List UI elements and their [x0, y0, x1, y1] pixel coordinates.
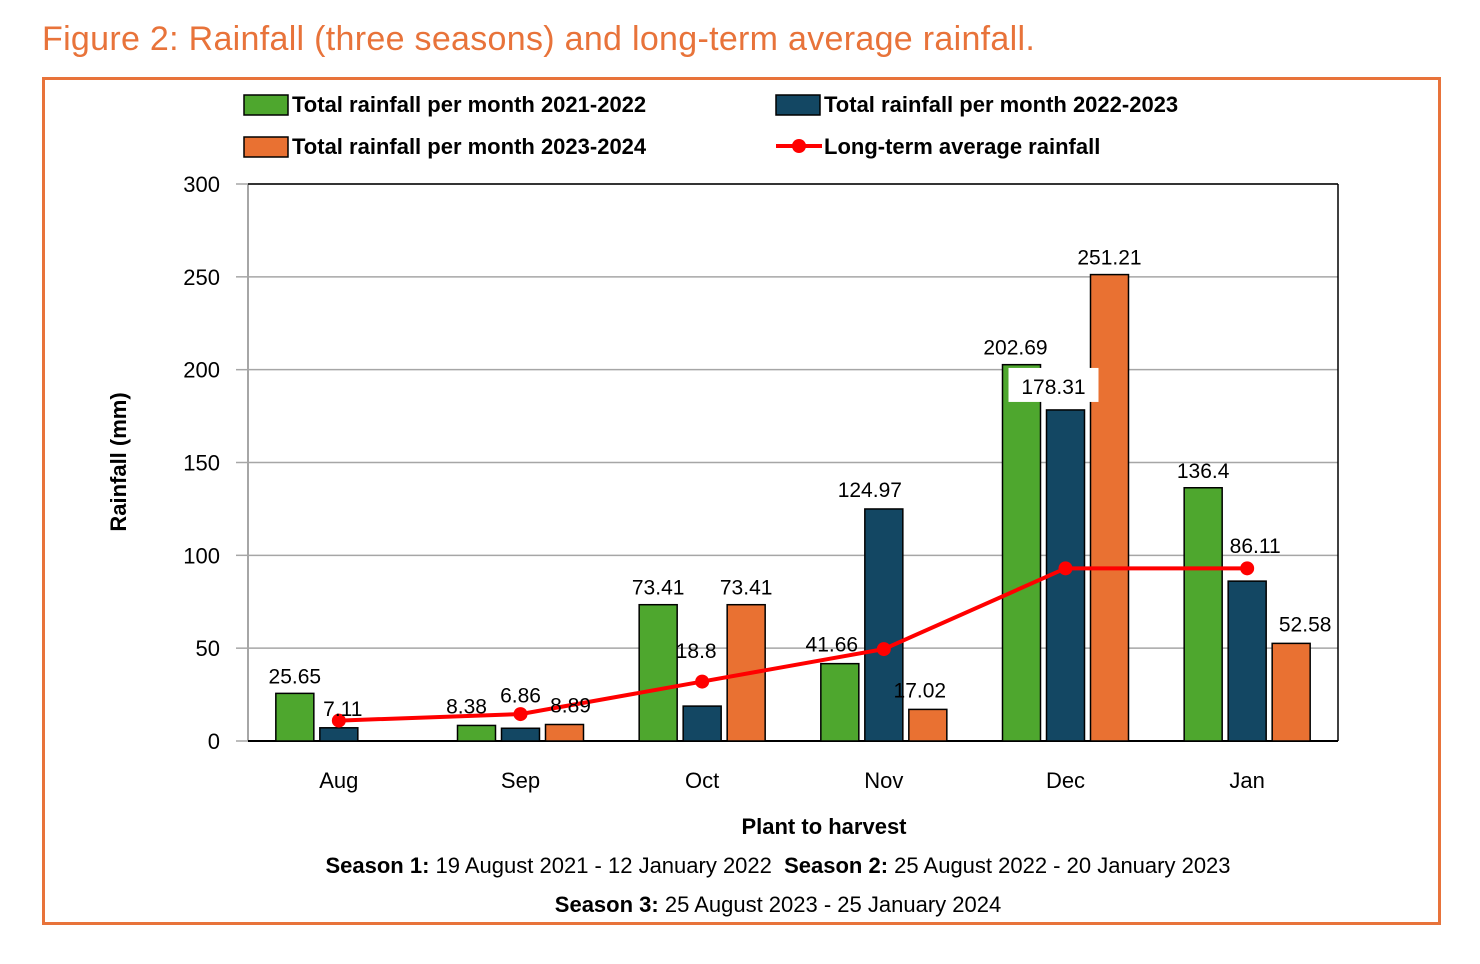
bar-sep-s2	[500, 727, 541, 742]
bar-sep-s1	[456, 724, 497, 742]
data-label: 41.66	[806, 634, 859, 657]
figure-title: Figure 2: Rainfall (three seasons) and l…	[42, 20, 1036, 58]
axis-texts: 0 50 100 150 200 250 300 Aug Sep Oct Nov Dec Jan Plan…	[106, 172, 1265, 917]
y-tick-label: 100	[183, 543, 220, 568]
data-label: 124.97	[838, 479, 902, 502]
season-label: Season 1:	[325, 853, 429, 878]
x-tick-label-dec: Dec	[1046, 768, 1085, 793]
legend-label-1: Total rainfall per month 2021-2022	[292, 92, 646, 117]
x-tick-label-jan: Jan	[1229, 768, 1264, 793]
season-footnote-2: Season 3: 25 August 2023 - 25 January 20…	[555, 892, 1001, 917]
long-term-average-point-nov	[876, 642, 891, 657]
data-label: 18.8	[676, 640, 717, 663]
legend-label-4: Long-term average rainfall	[824, 134, 1100, 159]
y-tick-label: 50	[196, 636, 220, 661]
legend-swatch-2	[775, 94, 821, 116]
y-tick-label: 300	[183, 172, 220, 197]
y-tick-label: 0	[208, 729, 220, 754]
axes	[236, 183, 1339, 742]
data-label: 202.69	[983, 337, 1047, 360]
y-tick-label: 200	[183, 358, 220, 383]
data-label: 8.89	[550, 694, 591, 717]
season-dates: 25 August 2022 - 20 January 2023	[888, 853, 1230, 878]
y-tick-label: 250	[183, 265, 220, 290]
long-term-average-line	[331, 561, 1255, 728]
data-label: 17.02	[894, 679, 947, 702]
x-axis-title: Plant to harvest	[741, 814, 907, 839]
legend-swatch-1	[243, 94, 289, 116]
bars	[275, 273, 1311, 742]
chart-frame	[42, 77, 1441, 925]
data-label: 8.38	[446, 695, 487, 718]
data-label: 52.58	[1279, 613, 1332, 636]
x-tick-label-oct: Oct	[685, 768, 719, 793]
data-label: 136.4	[1177, 460, 1230, 483]
long-term-average-point-sep	[513, 707, 528, 722]
x-tick-label-nov: Nov	[864, 768, 903, 793]
data-label: 178.31	[1021, 376, 1085, 399]
data-label: 251.21	[1077, 247, 1141, 270]
bar-sep-s3	[544, 723, 585, 742]
long-term-average-point-oct	[695, 674, 710, 689]
season-dates: 25 August 2023 - 25 January 2024	[659, 892, 1001, 917]
data-label: 73.41	[720, 577, 773, 600]
bar-aug-s2	[319, 727, 359, 742]
data-label: 25.65	[269, 665, 322, 688]
bar-nov-s1	[820, 662, 860, 742]
season-label: Season 3:	[555, 892, 659, 917]
bar-nov-s2	[864, 508, 904, 742]
long-term-average-point-aug	[331, 713, 346, 728]
legend-label-2: Total rainfall per month 2022-2023	[824, 92, 1178, 117]
bar-aug-s1	[275, 692, 315, 742]
long-term-average-path	[338, 566, 1248, 723]
bar-oct-s2	[682, 705, 722, 742]
legend-label-3: Total rainfall per month 2023-2024	[292, 134, 647, 159]
x-tick-label-aug: Aug	[319, 768, 358, 793]
data-label: 6.86	[500, 684, 541, 707]
season-dates: 19 August 2021 - 12 January 2022	[429, 853, 771, 878]
legend: Total rainfall per month 2021-2022 Total …	[243, 92, 1178, 159]
y-tick-label: 150	[183, 451, 220, 476]
long-term-average-point-jan	[1240, 561, 1255, 576]
data-label: 73.41	[632, 577, 685, 600]
data-label: 7.11	[323, 698, 362, 721]
long-term-average-point-dec	[1058, 561, 1073, 576]
gridlines	[248, 183, 1338, 649]
data-labels: 25.65 8.38 73.41 41.66 202.69 136.4 7.11 6.86 18…	[269, 247, 1332, 721]
bar-oct-s1	[638, 603, 678, 742]
bar-jan-s2	[1227, 580, 1267, 742]
x-tick-label-sep: Sep	[501, 768, 540, 793]
bar-dec-s1	[1001, 363, 1042, 742]
legend-marker	[792, 139, 806, 153]
data-label-bg	[1008, 367, 1099, 402]
bar-dec-s3	[1089, 273, 1130, 742]
season-footnote-1: Season 1: 19 August 2021 - 12 January 20…	[325, 853, 1230, 878]
y-axis-title: Rainfall (mm)	[106, 392, 131, 531]
bar-jan-s1	[1183, 487, 1223, 742]
season-label: Season 2:	[772, 853, 888, 878]
data-label: 86.11	[1230, 535, 1281, 558]
legend-swatch-3	[243, 136, 289, 158]
bar-nov-s3	[908, 708, 948, 742]
bar-jan-s3	[1271, 642, 1311, 742]
